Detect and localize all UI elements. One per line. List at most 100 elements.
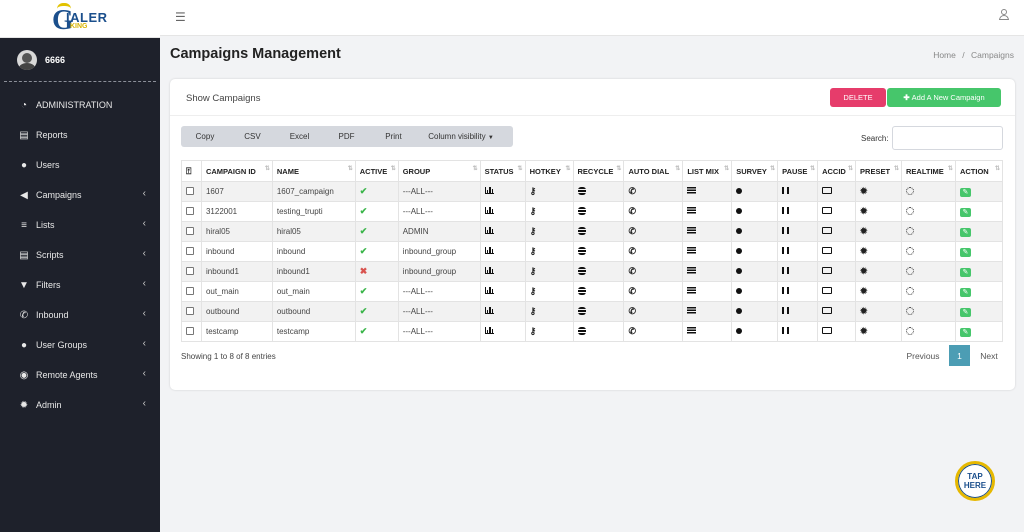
row-checkbox[interactable] bbox=[186, 226, 194, 235]
phone-icon[interactable]: ✆ bbox=[628, 286, 636, 296]
column-header-auto-dial[interactable]: AUTO DIAL ⇅ bbox=[623, 160, 684, 182]
campaign-id[interactable]: outbound bbox=[200, 301, 273, 322]
hotkey-icon[interactable]: ⚷ bbox=[529, 206, 537, 216]
edit-icon[interactable]: ✎ bbox=[959, 267, 971, 277]
row-checkbox[interactable] bbox=[186, 286, 194, 295]
row-checkbox[interactable] bbox=[186, 186, 194, 195]
realtime-spinner-icon[interactable] bbox=[906, 226, 914, 235]
survey-icon[interactable] bbox=[736, 308, 743, 314]
hotkey-icon[interactable]: ⚷ bbox=[529, 226, 537, 236]
hotkey-icon[interactable]: ⚷ bbox=[529, 186, 537, 196]
next-page-button[interactable]: Next bbox=[980, 350, 998, 361]
edit-icon[interactable]: ✎ bbox=[959, 307, 971, 317]
column-header-realtime[interactable]: REALTIME ⇅ bbox=[901, 160, 956, 182]
campaign-id[interactable]: 1607 bbox=[200, 181, 273, 202]
logo[interactable]: G IALER KING bbox=[0, 0, 160, 38]
previous-page-button[interactable]: Previous bbox=[906, 350, 940, 361]
list-mix-icon[interactable] bbox=[687, 227, 697, 234]
sidebar-item-campaigns[interactable]: ◀ Campaigns ‹ bbox=[0, 180, 160, 210]
column-header-group[interactable]: GROUP ⇅ bbox=[397, 160, 481, 182]
realtime-spinner-icon[interactable] bbox=[906, 306, 914, 315]
campaign-id[interactable]: hiral05 bbox=[200, 221, 273, 242]
recycle-database-icon[interactable] bbox=[577, 326, 586, 335]
edit-icon[interactable]: ✎ bbox=[959, 227, 971, 237]
preset-gear-icon[interactable]: ✹ bbox=[860, 186, 868, 196]
hotkey-icon[interactable]: ⚷ bbox=[529, 326, 537, 336]
tap-here-button[interactable]: TAP HERE bbox=[955, 461, 995, 501]
campaign-id[interactable]: inbound1 bbox=[200, 261, 273, 282]
edit-icon[interactable]: ✎ bbox=[959, 187, 971, 197]
recycle-database-icon[interactable] bbox=[577, 306, 586, 315]
list-mix-icon[interactable] bbox=[687, 307, 697, 314]
column-header-accid[interactable]: ACCID ⇅ bbox=[817, 160, 857, 182]
accid-card-icon[interactable] bbox=[822, 227, 833, 234]
status-chart-icon[interactable] bbox=[484, 267, 494, 274]
pdf-button[interactable]: PDF bbox=[338, 132, 355, 141]
recycle-database-icon[interactable] bbox=[577, 286, 586, 295]
sidebar-item-filters[interactable]: ▼ Filters ‹ bbox=[0, 270, 160, 300]
hamburger-icon[interactable]: ☰ bbox=[175, 10, 186, 24]
csv-button[interactable]: CSV bbox=[244, 132, 261, 141]
column-header-survey[interactable]: SURVEY ⇅ bbox=[731, 160, 779, 182]
phone-icon[interactable]: ✆ bbox=[628, 246, 636, 256]
realtime-spinner-icon[interactable] bbox=[906, 206, 914, 215]
column-header-campaign-id[interactable]: CAMPAIGN ID ⇅ bbox=[200, 160, 273, 182]
recycle-database-icon[interactable] bbox=[577, 226, 586, 235]
realtime-spinner-icon[interactable] bbox=[906, 286, 914, 295]
page-1-button[interactable]: 1 bbox=[949, 345, 970, 366]
recycle-database-icon[interactable] bbox=[577, 206, 586, 215]
hotkey-icon[interactable]: ⚷ bbox=[529, 286, 537, 296]
campaign-id[interactable]: testcamp bbox=[200, 321, 273, 342]
accid-card-icon[interactable] bbox=[822, 187, 833, 194]
accid-card-icon[interactable] bbox=[822, 247, 833, 254]
pause-icon[interactable] bbox=[782, 267, 790, 274]
column-header-hotkey[interactable]: HOTKEY ⇅ bbox=[524, 160, 574, 182]
print-button[interactable]: Print bbox=[385, 132, 402, 141]
search-input[interactable] bbox=[892, 126, 1003, 150]
preset-gear-icon[interactable]: ✹ bbox=[860, 226, 868, 236]
survey-icon[interactable] bbox=[736, 188, 743, 194]
column-header-list-mix[interactable]: LIST MIX ⇅ bbox=[682, 160, 733, 182]
accid-card-icon[interactable] bbox=[822, 327, 833, 334]
survey-icon[interactable] bbox=[736, 288, 743, 294]
row-checkbox[interactable] bbox=[186, 266, 194, 275]
survey-icon[interactable] bbox=[736, 268, 743, 274]
phone-icon[interactable]: ✆ bbox=[628, 206, 636, 216]
copy-button[interactable]: Copy bbox=[195, 132, 215, 141]
list-mix-icon[interactable] bbox=[687, 207, 697, 214]
campaign-id[interactable]: 3122001 bbox=[200, 201, 273, 222]
row-checkbox[interactable] bbox=[186, 246, 194, 255]
recycle-database-icon[interactable] bbox=[577, 246, 586, 255]
preset-gear-icon[interactable]: ✹ bbox=[860, 246, 868, 256]
user-icon[interactable] bbox=[999, 9, 1009, 21]
pause-icon[interactable] bbox=[782, 187, 790, 194]
row-checkbox[interactable] bbox=[186, 306, 194, 315]
accid-card-icon[interactable] bbox=[822, 267, 833, 274]
realtime-spinner-icon[interactable] bbox=[906, 186, 914, 195]
pause-icon[interactable] bbox=[782, 287, 790, 294]
phone-icon[interactable]: ✆ bbox=[628, 186, 636, 196]
status-chart-icon[interactable] bbox=[484, 207, 494, 214]
sidebar-item-admin[interactable]: ✹ Admin ‹ bbox=[0, 390, 160, 420]
status-chart-icon[interactable] bbox=[484, 327, 494, 334]
preset-gear-icon[interactable]: ✹ bbox=[860, 306, 868, 316]
accid-card-icon[interactable] bbox=[822, 307, 833, 314]
pause-icon[interactable] bbox=[782, 327, 790, 334]
column-header-preset[interactable]: PRESET ⇅ bbox=[855, 160, 902, 182]
list-mix-icon[interactable] bbox=[687, 287, 697, 294]
sidebar-item-remote-agents[interactable]: ◉ Remote Agents ‹ bbox=[0, 360, 160, 390]
select-all-header[interactable]: ⍐ bbox=[181, 160, 202, 182]
pause-icon[interactable] bbox=[782, 307, 790, 314]
preset-gear-icon[interactable]: ✹ bbox=[860, 206, 868, 216]
status-chart-icon[interactable] bbox=[484, 187, 494, 194]
add-campaign-button[interactable]: ✚ Add A New Campaign bbox=[887, 88, 1001, 107]
hotkey-icon[interactable]: ⚷ bbox=[529, 246, 537, 256]
list-mix-icon[interactable] bbox=[687, 267, 697, 274]
realtime-spinner-icon[interactable] bbox=[906, 266, 914, 275]
sidebar-item-reports[interactable]: ▤ Reports bbox=[0, 120, 160, 150]
column-header-recycle[interactable]: RECYCLE ⇅ bbox=[572, 160, 625, 182]
list-mix-icon[interactable] bbox=[687, 187, 697, 194]
pause-icon[interactable] bbox=[782, 207, 790, 214]
preset-gear-icon[interactable]: ✹ bbox=[860, 326, 868, 336]
sidebar-item-inbound[interactable]: ✆ Inbound ‹ bbox=[0, 300, 160, 330]
